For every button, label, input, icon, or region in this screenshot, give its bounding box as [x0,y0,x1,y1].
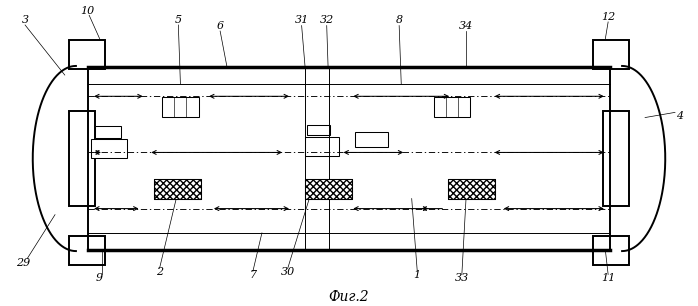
Text: 9: 9 [96,273,103,283]
Bar [305,137,339,156]
Bar [69,111,96,206]
Bar [91,139,128,158]
Bar [602,111,629,206]
Text: 33: 33 [454,273,469,283]
Text: 10: 10 [81,6,95,16]
Bar [154,179,201,199]
Bar [593,236,629,265]
Bar [593,40,629,69]
Bar [305,179,352,199]
Text: 1: 1 [414,271,421,280]
Text: 6: 6 [216,21,223,32]
Bar [307,125,330,135]
Bar [69,40,105,69]
Bar [448,179,496,199]
Bar [448,179,496,199]
Text: 4: 4 [676,111,683,121]
Text: 31: 31 [295,15,309,25]
Text: 8: 8 [396,15,403,25]
Text: 5: 5 [174,15,182,25]
Text: 2: 2 [156,267,163,277]
Bar [305,179,352,199]
Text: 3: 3 [22,15,29,25]
Bar [69,236,105,265]
Bar [154,179,201,199]
Bar [95,126,121,138]
Text: 29: 29 [16,258,30,268]
Text: Фиг.2: Фиг.2 [329,289,369,304]
Bar [355,132,388,147]
Text: 12: 12 [601,12,615,22]
Bar [434,97,470,117]
Bar [163,97,198,117]
Text: 30: 30 [281,267,295,277]
Text: 32: 32 [320,15,334,25]
Text: 7: 7 [249,271,256,280]
Text: 11: 11 [601,273,615,283]
Text: 34: 34 [459,21,473,32]
